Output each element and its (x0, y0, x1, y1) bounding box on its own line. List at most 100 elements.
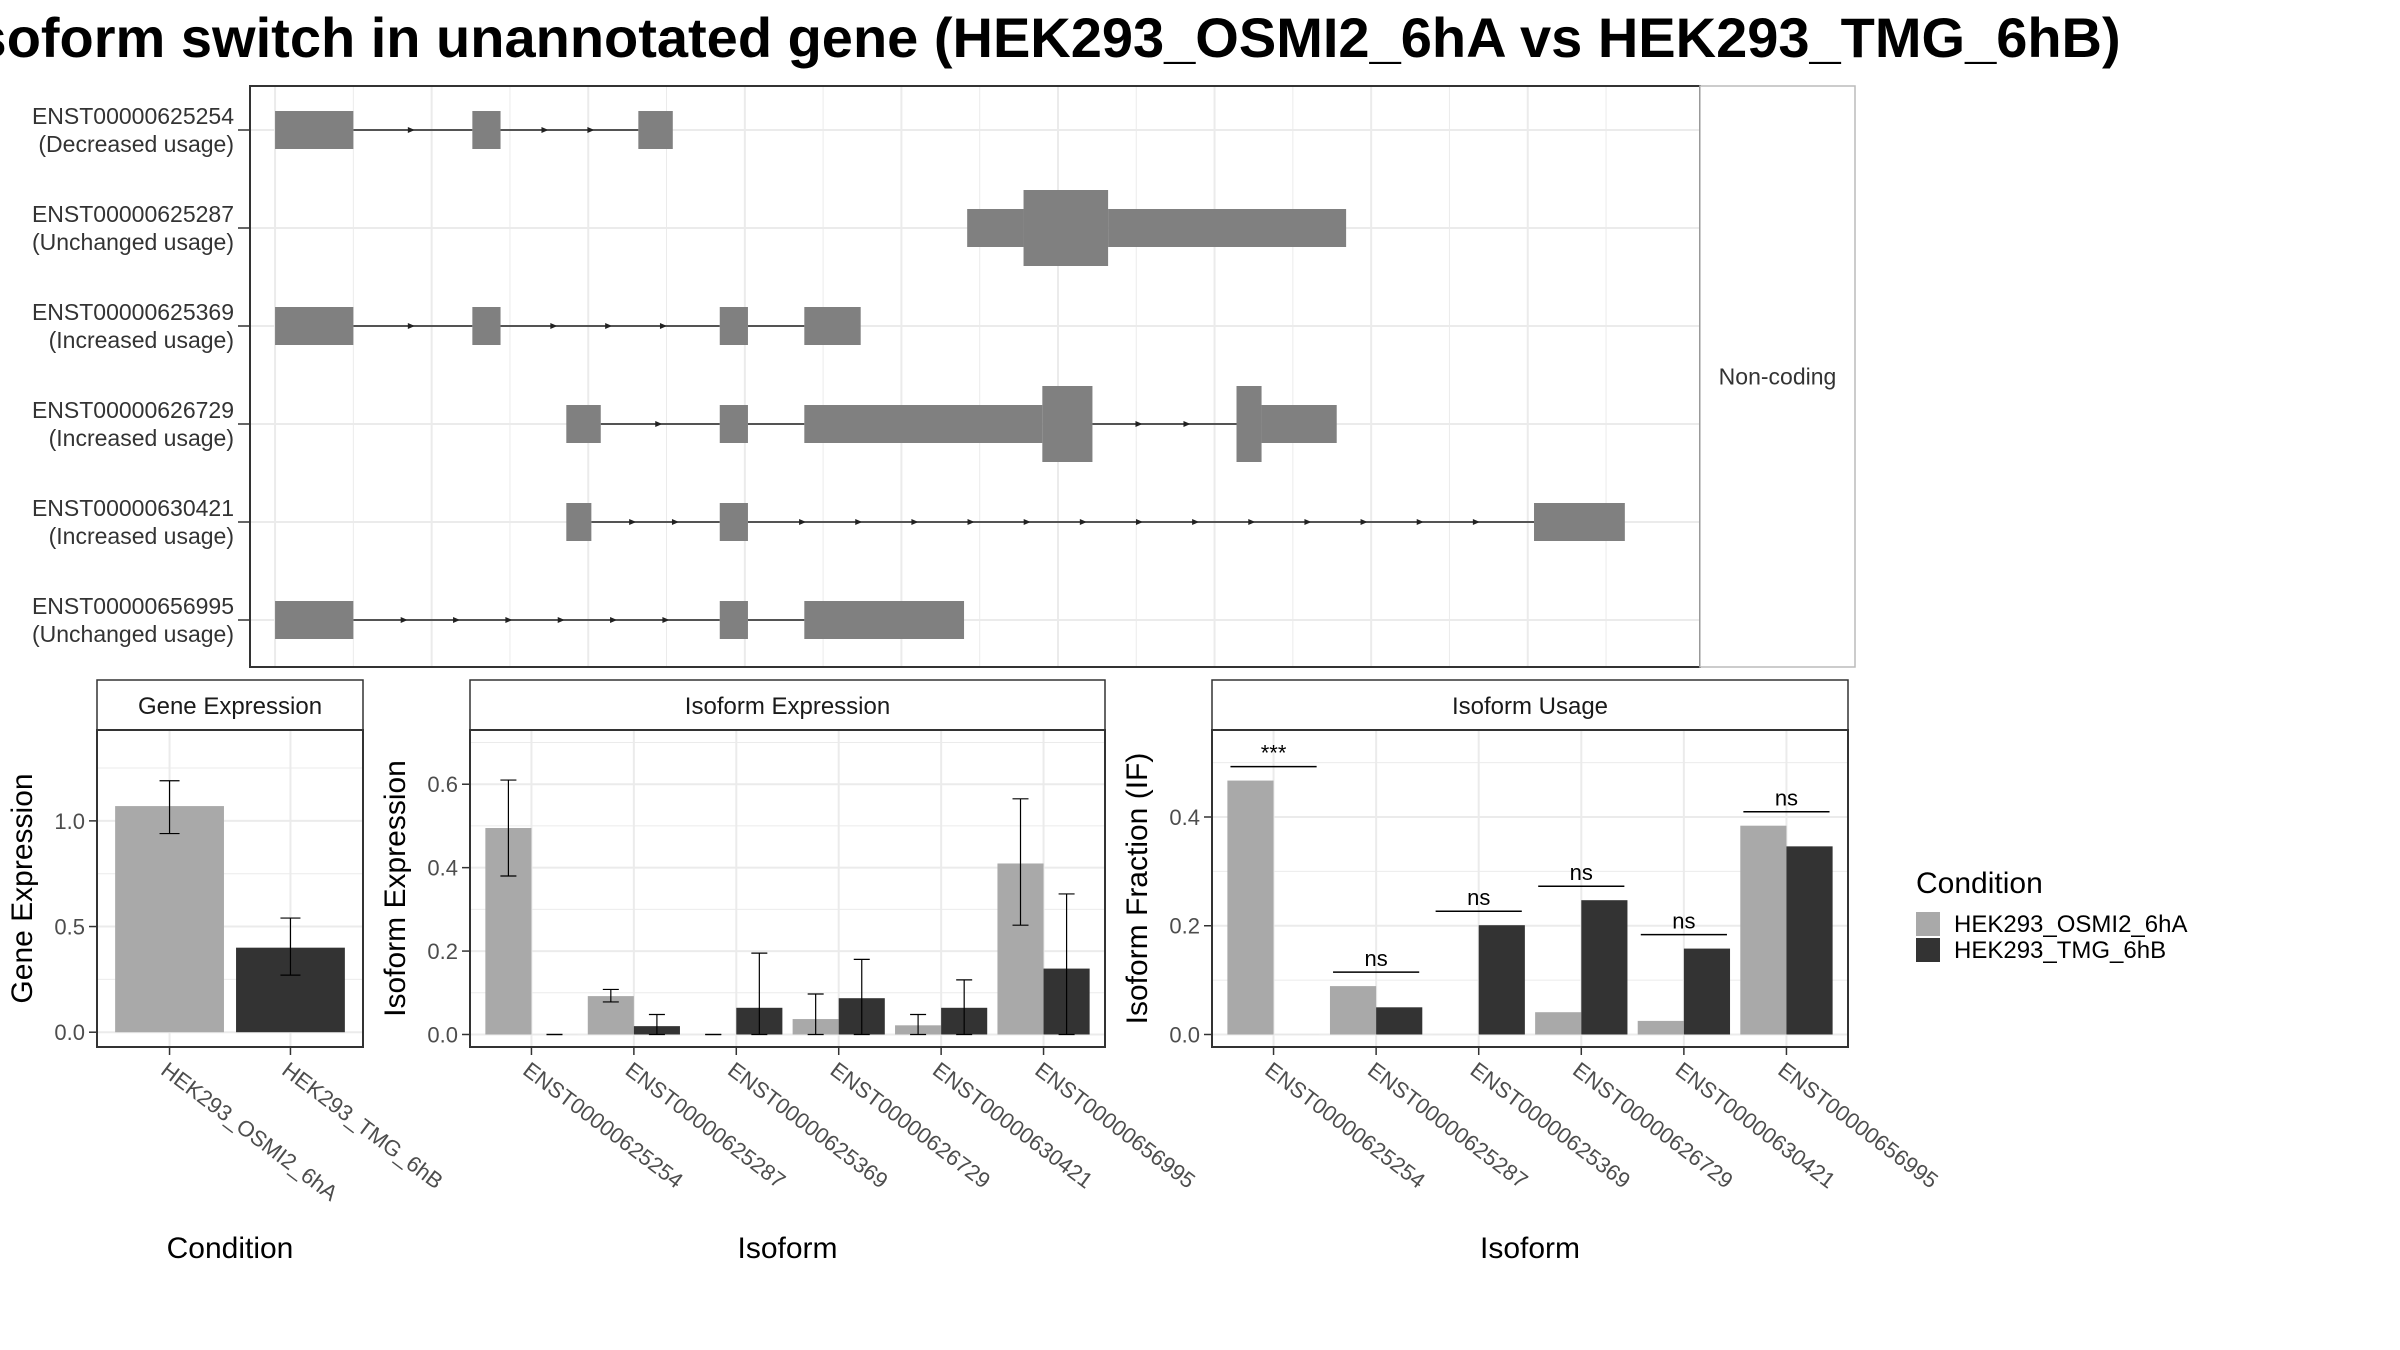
exon-block (967, 209, 1024, 247)
exon-block (719, 307, 748, 345)
bar (1786, 846, 1833, 1035)
y-tick-label: 0.0 (1169, 1022, 1200, 1047)
x-axis-label: Isoform (1480, 1232, 1580, 1265)
intron-direction-arrow (967, 519, 975, 525)
exon-block (719, 601, 748, 639)
transcript-usage-label: (Unchanged usage) (32, 621, 234, 647)
intron-direction-arrow (659, 323, 667, 329)
y-tick-label: 0.0 (427, 1022, 458, 1047)
intron-direction-arrow (1192, 519, 1200, 525)
significance-label: ns (1672, 909, 1695, 934)
intron-direction-arrow (1135, 519, 1143, 525)
bar (1581, 900, 1628, 1035)
significance-label: *** (1261, 741, 1287, 766)
intron-direction-arrow (655, 421, 663, 427)
exon-block (566, 503, 592, 541)
transcript-usage-label: (Decreased usage) (38, 131, 234, 157)
y-tick-label: 0.2 (427, 939, 458, 964)
intron-direction-arrow (911, 519, 919, 525)
exon-block (638, 111, 673, 149)
intron-direction-arrow (662, 617, 670, 623)
bar (1535, 1012, 1582, 1035)
intron-direction-arrow (1472, 519, 1480, 525)
intron-direction-arrow (799, 519, 807, 525)
y-tick-label: 0.4 (427, 856, 458, 881)
y-axis-label: Isoform Expression (379, 760, 412, 1017)
panel-border (1211, 729, 1849, 1048)
facet-strip (1699, 85, 1856, 668)
exon-block (719, 405, 748, 443)
facet-label-noncoding: Non-coding (1719, 364, 1837, 390)
exon-block (472, 111, 501, 149)
bar (1227, 780, 1274, 1035)
transcript-id-label: ENST00000625287 (32, 201, 234, 227)
y-tick-label: 1.0 (54, 809, 85, 834)
transcript-usage-label: (Increased usage) (49, 327, 234, 353)
figure-title: Isoform switch in unannotated gene (HEK2… (0, 6, 2121, 69)
panel-strip (96, 679, 364, 731)
panel-border (469, 729, 1106, 1048)
exon-block (472, 307, 501, 345)
exon-block (1261, 405, 1337, 443)
intron-direction-arrow (407, 127, 415, 133)
intron-direction-arrow (1183, 421, 1191, 427)
panel-title: Isoform Expression (685, 693, 890, 720)
significance-label: ns (1365, 946, 1388, 971)
bar (1376, 1007, 1423, 1035)
y-axis-label: Gene Expression (6, 773, 39, 1003)
exon-block (275, 307, 354, 345)
intron-direction-arrow (1023, 519, 1031, 525)
bar (1478, 925, 1525, 1035)
isoform-usage-panel: Isoform Usage0.00.20.4***ENST00000625254… (1121, 679, 1943, 1265)
bar (1740, 825, 1787, 1035)
intron-direction-arrow (541, 127, 549, 133)
intron-direction-arrow (1416, 519, 1424, 525)
isoform-expression-panel: Isoform Expression0.00.20.40.6ENST000006… (379, 679, 1200, 1265)
intron-direction-arrow (550, 323, 558, 329)
intron-direction-arrow (557, 617, 565, 623)
intron-direction-arrow (1360, 519, 1368, 525)
transcript-usage-label: (Increased usage) (49, 523, 234, 549)
panel-title: Gene Expression (138, 693, 322, 720)
intron-direction-arrow (453, 617, 461, 623)
exon-block (275, 111, 354, 149)
x-axis-label: Condition (167, 1232, 294, 1265)
legend-title: Condition (1916, 867, 2043, 900)
intron-direction-arrow (587, 127, 595, 133)
panel-title: Isoform Usage (1452, 693, 1608, 720)
intron-direction-arrow (671, 519, 679, 525)
exon-block (804, 405, 1043, 443)
intron-direction-arrow (505, 617, 513, 623)
y-tick-label: 0.5 (54, 915, 85, 940)
intron-direction-arrow (610, 617, 618, 623)
transcript-usage-label: (Increased usage) (49, 425, 234, 451)
transcript-id-label: ENST00000656995 (32, 593, 234, 619)
transcript-id-label: ENST00000626729 (32, 397, 234, 423)
intron-direction-arrow (1079, 519, 1087, 525)
transcript-id-label: ENST00000625254 (32, 103, 234, 129)
significance-label: ns (1467, 885, 1490, 910)
bar (1683, 948, 1731, 1035)
legend-entry-label: HEK293_TMG_6hB (1954, 937, 2166, 964)
y-tick-label: 0.0 (54, 1020, 85, 1045)
legend-entry-label: HEK293_OSMI2_6hA (1954, 911, 2187, 938)
exon-block (275, 601, 354, 639)
intron-direction-arrow (605, 323, 613, 329)
transcript-usage-label: (Unchanged usage) (32, 229, 234, 255)
y-axis-label: Isoform Fraction (IF) (1121, 753, 1154, 1025)
intron-direction-arrow (629, 519, 637, 525)
bar (115, 806, 224, 1033)
transcript-id-label: ENST00000625369 (32, 299, 234, 325)
intron-direction-arrow (407, 323, 415, 329)
bar (1329, 986, 1377, 1035)
panel-border (96, 729, 364, 1048)
gene-expression-panel: Gene Expression0.00.51.0HEK293_OSMI2_6hA… (6, 679, 448, 1265)
intron-direction-arrow (1135, 421, 1143, 427)
exon-block (566, 405, 601, 443)
significance-label: ns (1775, 786, 1798, 811)
y-tick-label: 0.6 (427, 772, 458, 797)
structure-plot-area (250, 86, 1700, 667)
legend-swatch (1916, 912, 1940, 936)
